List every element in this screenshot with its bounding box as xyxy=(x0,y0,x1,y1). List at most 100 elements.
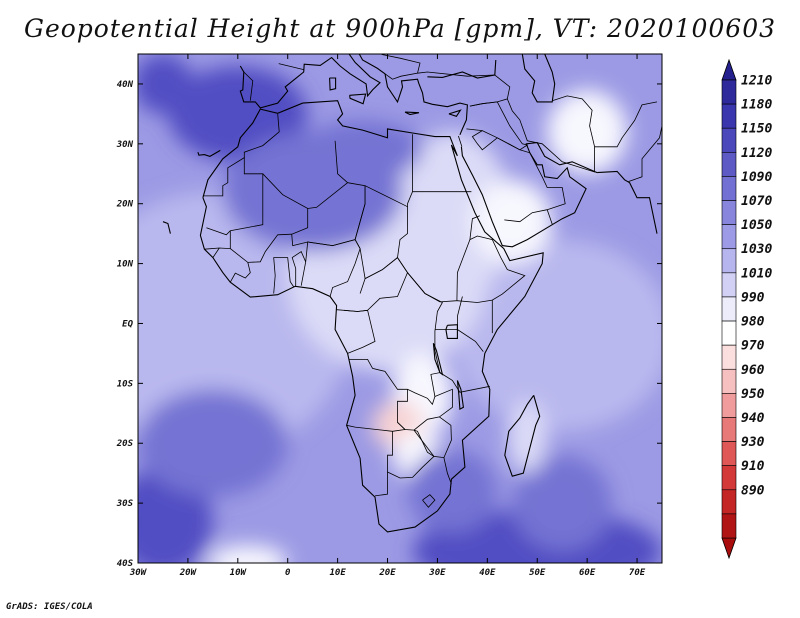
coastlines xyxy=(162,54,658,533)
lat-tick-label: 10S xyxy=(117,379,134,389)
lon-tick-label: 40E xyxy=(479,568,496,578)
crete xyxy=(404,111,420,116)
blob-nw-atlantic xyxy=(138,54,193,114)
lon-tick-label: 10E xyxy=(329,568,346,578)
blob-iran xyxy=(547,89,628,174)
lon-tick-label: 70E xyxy=(629,568,646,578)
colorbar-level-label: 990 xyxy=(741,290,765,305)
colorbar-swatch xyxy=(721,200,737,225)
blob-sahara xyxy=(222,131,403,252)
border-nigeria xyxy=(300,239,361,297)
border-pakistan-india xyxy=(628,125,662,182)
colorbar-level-label: 1030 xyxy=(741,242,772,257)
colorbar-swatch xyxy=(721,152,737,177)
border-car xyxy=(359,257,426,294)
lat-tick-label: 40S xyxy=(117,559,134,569)
geopotential-field xyxy=(138,54,662,563)
border-iran xyxy=(506,95,595,173)
border-libya-egypt xyxy=(407,134,413,207)
lat-tick-label: 40N xyxy=(117,80,134,90)
colorbar-level-label: 1180 xyxy=(741,98,772,113)
blob-azores-high xyxy=(167,65,308,162)
colorbar-level-label: 950 xyxy=(741,387,765,402)
sicily xyxy=(349,93,367,105)
border-zimbabwe xyxy=(413,416,452,459)
lon-tick-label: 50E xyxy=(529,568,546,578)
border-saudi xyxy=(471,130,566,223)
colorbar-level-label: 1090 xyxy=(741,170,772,185)
colorbar-swatch xyxy=(721,296,737,322)
lon-tick-label: 20E xyxy=(378,568,396,578)
colorbar-swatch xyxy=(721,393,737,418)
colorbar-swatch xyxy=(721,320,737,346)
colorbar-level-label: 1150 xyxy=(741,122,772,137)
colorbar-swatch xyxy=(721,79,737,105)
colorbar-swatch xyxy=(721,224,737,250)
blob-indian-equatorial xyxy=(452,239,662,432)
grads-credit: GrADS: IGES/COLA xyxy=(6,602,93,612)
colorbar-swatch xyxy=(721,465,737,491)
lat-tick-label: 20N xyxy=(116,200,134,210)
sri-lanka-iran-coast xyxy=(597,170,658,234)
colorbar-level-label: 970 xyxy=(741,339,765,354)
border-zambia xyxy=(397,388,453,431)
colorbar-swatch xyxy=(721,103,737,129)
border-cameroon-congo xyxy=(336,309,376,354)
longitude-axis: 30W 20W 10W 0 10E 20E 30E 40E 50E 60E 70E xyxy=(129,54,646,578)
blob-sw-atlantic xyxy=(138,389,288,498)
colorbar-level-label: 1210 xyxy=(741,74,772,89)
border-spain-portugal xyxy=(243,71,254,101)
lat-tick-label: EQ xyxy=(122,319,133,329)
turkey-black-sea xyxy=(427,59,497,79)
height-contour-fills xyxy=(138,54,662,563)
country-borders xyxy=(202,54,662,508)
colorbar-swatch xyxy=(721,513,737,539)
colorbar-top-arrow xyxy=(721,58,737,81)
border-botswana-sa xyxy=(387,429,435,479)
blob-mascarene xyxy=(512,455,613,552)
cyprus xyxy=(448,109,462,117)
lat-tick-label: 30N xyxy=(116,140,134,150)
colorbar-swatch xyxy=(721,176,737,201)
lon-tick-label: 10W xyxy=(230,568,248,578)
border-oman-yemen xyxy=(546,209,553,225)
border-senegal-guinea xyxy=(204,230,231,250)
lat-tick-label: 10N xyxy=(117,260,134,270)
latitude-axis: 40N 30N 20N 10N EQ 10S 20S 30S 40S xyxy=(116,80,662,569)
colorbar-level-label: 1070 xyxy=(741,194,772,209)
lat-tick-label: 20S xyxy=(116,439,134,449)
sardinia xyxy=(329,77,337,91)
border-morocco-algeria xyxy=(243,113,280,158)
border-mauritania xyxy=(202,156,264,236)
lon-tick-label: 60E xyxy=(579,568,596,578)
border-guinea-bissau xyxy=(212,247,220,258)
border-algeria-libya xyxy=(334,140,348,183)
caspian xyxy=(521,54,556,103)
border-tanzania-south xyxy=(439,372,490,393)
border-spain-france xyxy=(278,63,304,70)
colorbar-level-label: 960 xyxy=(741,363,765,378)
border-tanzania-uganda xyxy=(435,296,463,330)
cape-verde xyxy=(162,221,171,234)
border-west-africa-1 xyxy=(229,262,251,283)
colorbar-level-label: 940 xyxy=(741,411,765,426)
border-ethiopia xyxy=(456,235,526,303)
border-balkans xyxy=(380,54,421,80)
colorbar-level-label: 910 xyxy=(741,459,765,474)
chart-title: Geopotential Height at 900hPa [gpm], VT:… xyxy=(23,14,777,43)
colorbar-swatch xyxy=(721,272,737,298)
colorbar-swatch xyxy=(721,344,737,370)
colorbar-level-label: 980 xyxy=(741,315,765,330)
lon-tick-label: 30E xyxy=(428,568,446,578)
colorbar-swatch xyxy=(721,417,737,442)
lon-tick-label: 0 xyxy=(285,568,291,578)
border-namibia-botswana xyxy=(374,431,393,497)
colorbar-swatch xyxy=(721,368,737,394)
colorbar-swatch xyxy=(721,127,737,153)
border-afghanistan-pakistan xyxy=(594,101,658,148)
blob-arabia xyxy=(472,179,553,264)
blob-natal xyxy=(407,449,498,534)
border-mali-south xyxy=(230,233,292,263)
border-mozambique xyxy=(443,457,452,485)
